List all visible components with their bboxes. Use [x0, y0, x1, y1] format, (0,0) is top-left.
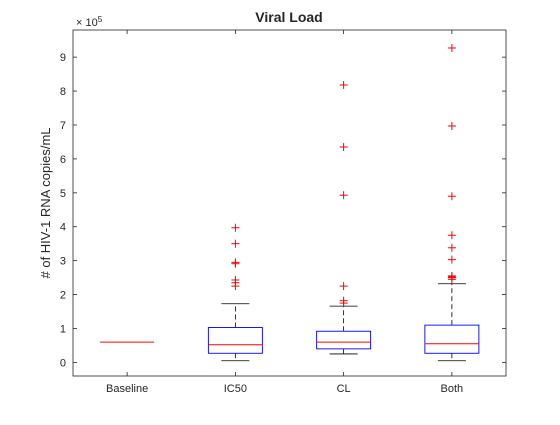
y-tick-label: 1	[60, 324, 66, 336]
box-iqr	[316, 330, 372, 350]
y-exponent-power: 5	[98, 15, 103, 24]
chart-title: Viral Load	[255, 9, 322, 25]
y-exponent-label: × 105	[76, 15, 103, 29]
y-tick-label: 2	[60, 290, 66, 302]
plot-area: 0 1 2 3 4 5 6 7 8 9 × 105 # of HIV-1 RNA copies/mL B…	[38, 15, 507, 395]
y-axis-label: # of HIV-1 RNA copies/mL	[38, 127, 53, 278]
x-tick-label: Baseline	[106, 383, 148, 395]
y-tick-label: 5	[60, 188, 66, 200]
box-iqr	[424, 324, 480, 354]
y-tick-label: 6	[60, 154, 66, 166]
y-tick-label: 7	[60, 120, 66, 132]
x-tick-label: CL	[337, 383, 351, 395]
box-iqr	[207, 327, 263, 354]
x-tick-label: IC50	[224, 383, 247, 395]
x-tick-label: Both	[441, 383, 464, 395]
y-tick-label: 8	[60, 86, 66, 98]
y-tick-label: 0	[60, 357, 66, 369]
axes-frame	[72, 29, 507, 377]
y-tick-label: 3	[60, 256, 66, 268]
y-tick-label: 9	[60, 52, 66, 64]
y-tick-label: 4	[60, 222, 66, 234]
